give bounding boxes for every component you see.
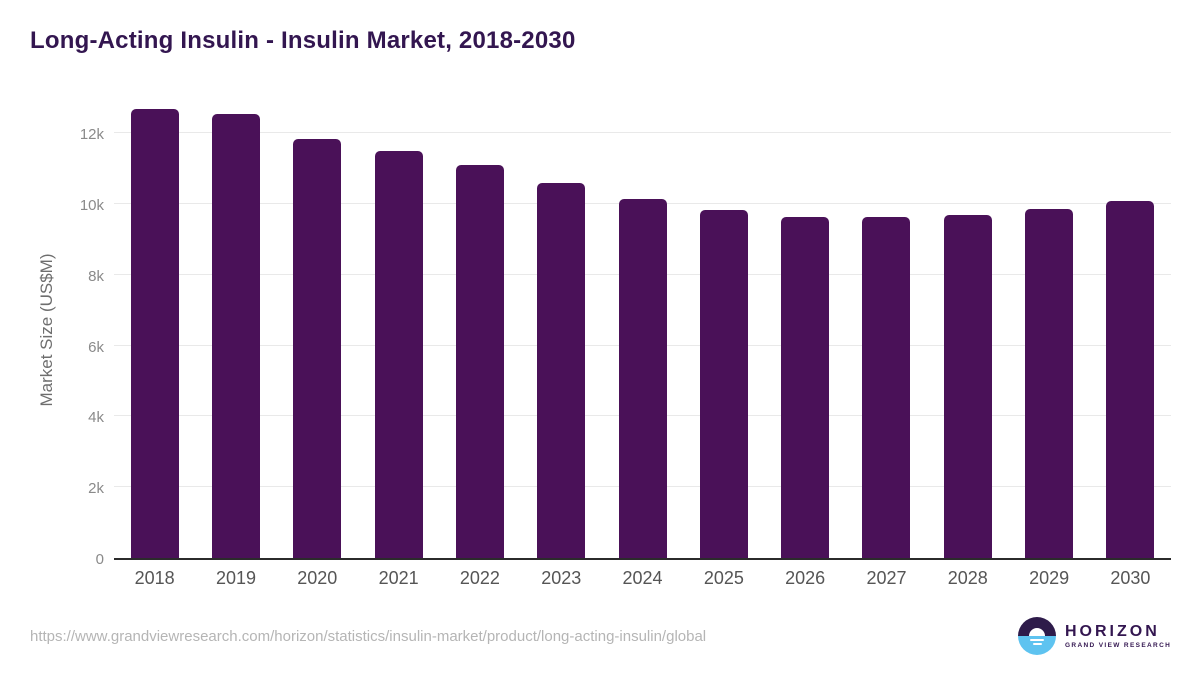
x-tick-label: 2028 xyxy=(947,568,988,588)
bar-slot xyxy=(846,100,927,558)
bar-slot xyxy=(602,100,683,558)
bar-2022 xyxy=(455,165,504,558)
logo-name: HORIZON xyxy=(1065,623,1160,640)
y-tick-label: 8k xyxy=(88,267,104,285)
y-tick-label: 6k xyxy=(88,338,104,356)
bar-slot xyxy=(683,100,764,558)
x-tick-label: 2026 xyxy=(785,568,826,588)
y-tick-label: 0 xyxy=(95,551,104,568)
wave-icon xyxy=(1032,643,1042,645)
x-axis-labels: 2018 2019 2020 2021 2022 2023 2024 2025 2026 2027… xyxy=(114,568,1171,589)
bar-2028 xyxy=(943,214,992,558)
y-tick-label: 4k xyxy=(88,409,104,427)
bar-slot xyxy=(195,100,276,558)
source-url: https://www.grandviewresearch.com/horizo… xyxy=(30,628,707,645)
bar-2021 xyxy=(374,151,423,558)
x-tick-label: 2021 xyxy=(378,568,419,588)
page-title: Long-Acting Insulin - Insulin Market, 20… xyxy=(30,27,576,54)
bar-slot xyxy=(521,100,602,558)
bar-slot xyxy=(1090,100,1171,558)
x-tick-label: 2025 xyxy=(703,568,744,588)
bar-2027 xyxy=(862,217,911,558)
x-tick-label: 2018 xyxy=(134,568,175,588)
bar-2025 xyxy=(699,209,748,558)
y-axis-ticks: 0 2k 4k 6k 8k 10k 12k xyxy=(0,100,104,568)
bar-slot xyxy=(277,100,358,558)
gridline xyxy=(114,132,1171,134)
bar-2024 xyxy=(618,198,667,558)
bar-slot xyxy=(114,100,195,558)
bar-series xyxy=(114,100,1171,558)
x-tick-label: 2030 xyxy=(1110,568,1151,588)
bar-2030 xyxy=(1106,201,1155,558)
bar-slot xyxy=(927,100,1008,558)
bar-slot xyxy=(1008,100,1089,558)
y-tick-label: 12k xyxy=(79,126,104,144)
bar-2018 xyxy=(130,108,179,558)
bar-2026 xyxy=(781,217,830,558)
horizon-logo-icon xyxy=(1018,617,1056,655)
sun-icon xyxy=(1029,628,1045,636)
x-tick-label: 2029 xyxy=(1029,568,1070,588)
x-tick-label: 2024 xyxy=(622,568,663,588)
bar-slot xyxy=(358,100,439,558)
x-tick-label: 2022 xyxy=(459,568,500,588)
bar-slot xyxy=(765,100,846,558)
bar-2020 xyxy=(293,139,342,558)
bar-2023 xyxy=(537,182,586,558)
y-tick-label: 2k xyxy=(88,480,104,498)
wave-icon xyxy=(1030,638,1044,641)
logo-subtitle: GRAND VIEW RESEARCH xyxy=(1065,642,1172,649)
plot-area xyxy=(114,100,1171,560)
horizon-logo: HORIZON GRAND VIEW RESEARCH xyxy=(1018,617,1171,655)
x-tick-label: 2019 xyxy=(215,568,256,588)
bar-slot xyxy=(439,100,520,558)
y-tick-label: 10k xyxy=(79,197,104,215)
bar-2019 xyxy=(211,113,260,558)
x-tick-label: 2027 xyxy=(866,568,907,588)
x-tick-label: 2020 xyxy=(297,568,338,588)
bar-2029 xyxy=(1025,208,1074,558)
x-tick-label: 2023 xyxy=(541,568,582,588)
horizon-logo-text: HORIZON GRAND VIEW RESEARCH xyxy=(1065,623,1171,649)
